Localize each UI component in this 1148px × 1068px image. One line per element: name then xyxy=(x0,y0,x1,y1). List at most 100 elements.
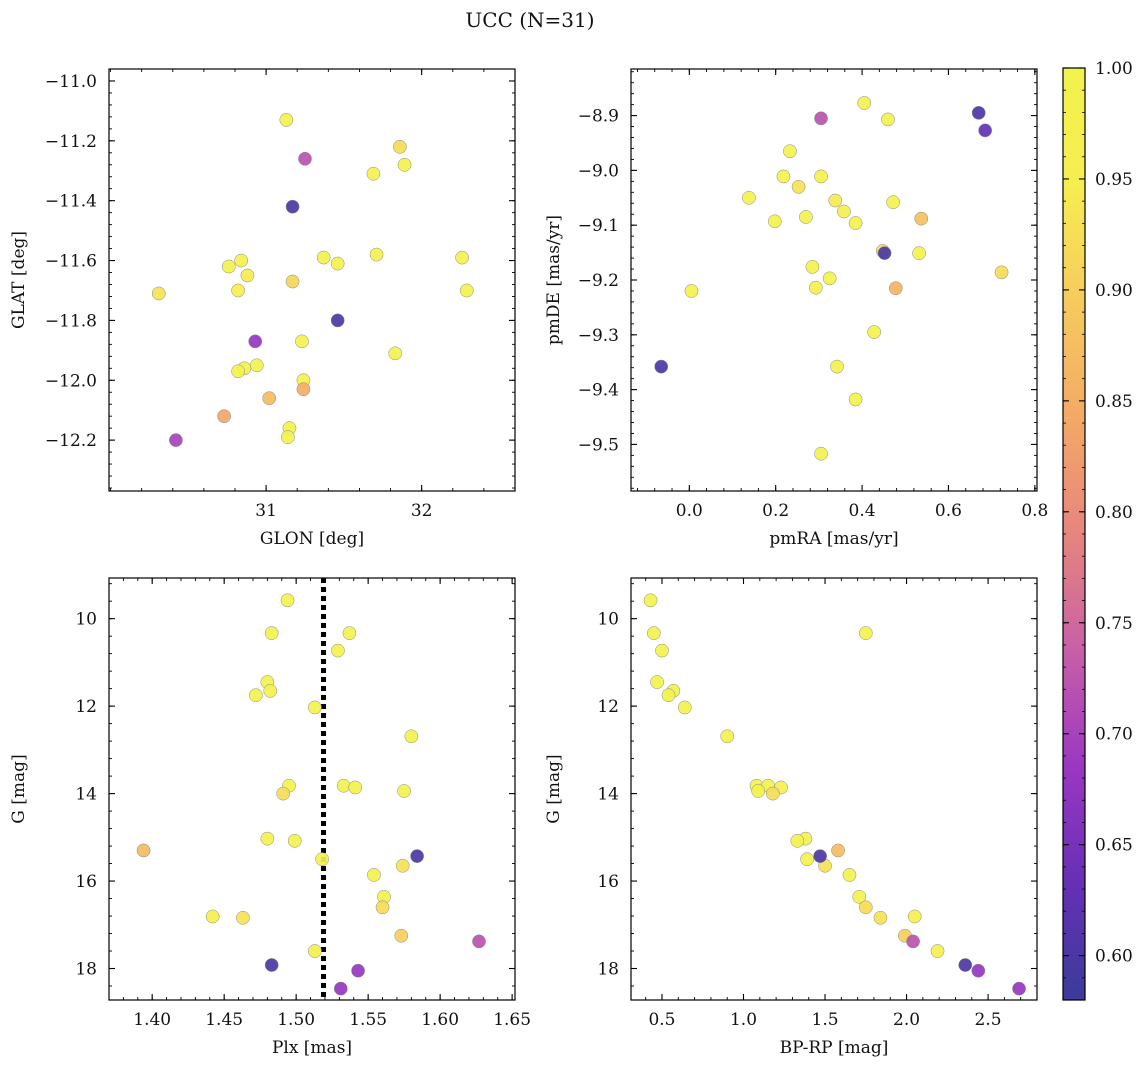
colorbar-tick-label: 0.75 xyxy=(1095,614,1133,634)
data-point xyxy=(907,909,922,924)
y-axis-label: pmDE [mas/yr] xyxy=(544,215,564,345)
data-point xyxy=(260,831,275,846)
data-point xyxy=(742,190,756,205)
x-tick-label: 1.65 xyxy=(493,1010,531,1030)
plot-frame xyxy=(108,68,516,492)
data-point xyxy=(958,958,973,972)
data-point xyxy=(848,216,863,230)
data-point xyxy=(221,259,236,274)
y-tick-label: 18 xyxy=(597,960,619,980)
y-tick-label: −8.9 xyxy=(578,107,619,127)
y-tick-label: −12.0 xyxy=(45,371,97,391)
data-point xyxy=(814,446,828,461)
data-point xyxy=(397,157,412,172)
y-tick-label: −11.6 xyxy=(45,252,97,272)
y-tick-label: −9.4 xyxy=(578,381,619,401)
y-tick-label: −9.0 xyxy=(578,161,619,181)
data-point xyxy=(971,963,986,978)
data-point xyxy=(249,358,264,373)
y-tick-label: −11.4 xyxy=(45,192,97,212)
data-point xyxy=(459,283,474,298)
data-point xyxy=(151,286,166,301)
data-point xyxy=(395,858,410,873)
data-point xyxy=(295,334,309,349)
y-tick-label: 14 xyxy=(75,785,97,805)
data-point xyxy=(994,265,1009,280)
colorbar: 1.00 0.95 0.90 0.85 0.80 0.75 0.70 0.65 0.60 xyxy=(1062,59,1133,1001)
data-point xyxy=(881,112,895,127)
y-tick-label: −11.8 xyxy=(45,311,97,331)
data-point xyxy=(287,833,302,848)
panel-glon-glat: 31 32 −11.0 −11.2 −11.4 −11.6 −11.8 −12.0 −12.2 G… xyxy=(9,68,516,549)
data-point xyxy=(217,409,231,424)
data-point xyxy=(971,105,986,120)
x-tick-label: 1.50 xyxy=(277,1010,315,1030)
data-point xyxy=(279,113,294,127)
data-point xyxy=(886,195,901,210)
x-tick-label: 2.0 xyxy=(893,1010,920,1030)
x-tick-label: 1.55 xyxy=(349,1010,387,1030)
x-tick-label: 32 xyxy=(411,501,433,521)
data-point xyxy=(205,909,220,924)
data-point xyxy=(848,392,863,407)
data-point xyxy=(677,700,692,715)
data-point xyxy=(852,889,867,904)
colorbar-tick-label: 0.80 xyxy=(1095,503,1133,523)
x-tick-label: 0.8 xyxy=(1021,501,1048,521)
data-point xyxy=(393,139,407,154)
data-point xyxy=(766,786,780,801)
data-point xyxy=(867,325,882,339)
y-tick-label: −9.5 xyxy=(578,435,619,455)
data-point xyxy=(720,729,735,744)
data-point xyxy=(800,852,814,867)
data-point xyxy=(315,852,329,867)
y-tick-label: 14 xyxy=(597,785,619,805)
data-point xyxy=(330,256,345,271)
data-point xyxy=(654,359,669,374)
data-point xyxy=(873,910,888,925)
data-point xyxy=(814,169,828,184)
data-point xyxy=(234,253,249,268)
data-point xyxy=(650,675,664,689)
colorbar-tick-label: 1.00 xyxy=(1095,59,1133,79)
data-point xyxy=(375,900,390,915)
data-point xyxy=(830,359,844,374)
data-point xyxy=(805,259,820,274)
data-point xyxy=(783,144,797,159)
colorbar-tick-label: 0.60 xyxy=(1095,947,1133,967)
colorbar-tick-label: 0.90 xyxy=(1095,281,1133,301)
data-point xyxy=(930,944,945,958)
data-point xyxy=(351,963,365,978)
colorbar-tick-label: 0.65 xyxy=(1095,836,1133,856)
y-tick-label: −9.2 xyxy=(578,271,619,291)
y-axis-label: GLAT [deg] xyxy=(9,231,29,329)
data-point xyxy=(646,626,661,640)
data-point xyxy=(837,204,851,219)
data-point xyxy=(799,210,813,224)
plot-frame xyxy=(108,577,516,1001)
x-tick-label: 1.5 xyxy=(812,1010,839,1030)
data-point xyxy=(285,274,300,289)
data-points xyxy=(151,113,474,447)
data-point xyxy=(262,391,277,406)
data-point xyxy=(330,313,345,328)
y-axis-label: G [mag] xyxy=(544,754,564,823)
y-tick-label: 12 xyxy=(597,697,619,717)
y-tick-label: −12.2 xyxy=(45,431,97,451)
data-point xyxy=(136,843,151,858)
colorbar-tick-label: 0.70 xyxy=(1095,725,1133,745)
data-point xyxy=(828,193,843,208)
x-axis-label: pmRA [mas/yr] xyxy=(769,529,898,549)
x-tick-label: 0.5 xyxy=(648,1010,675,1030)
data-point xyxy=(791,179,806,194)
data-point xyxy=(281,430,295,444)
y-tick-label: 18 xyxy=(75,960,97,980)
colorbar-gradient xyxy=(1062,67,1086,1001)
data-point xyxy=(404,729,419,744)
y-axis-label: G [mag] xyxy=(9,754,29,823)
data-point xyxy=(248,334,263,349)
x-tick-label: 0.6 xyxy=(935,501,962,521)
panel-pmra-pmde: 0.0 0.2 0.4 0.6 0.8 −8.9 −9.0 −9.1 −9.2 −9.3 −9.4 −… xyxy=(544,68,1048,549)
y-tick-label: −9.3 xyxy=(578,326,619,346)
